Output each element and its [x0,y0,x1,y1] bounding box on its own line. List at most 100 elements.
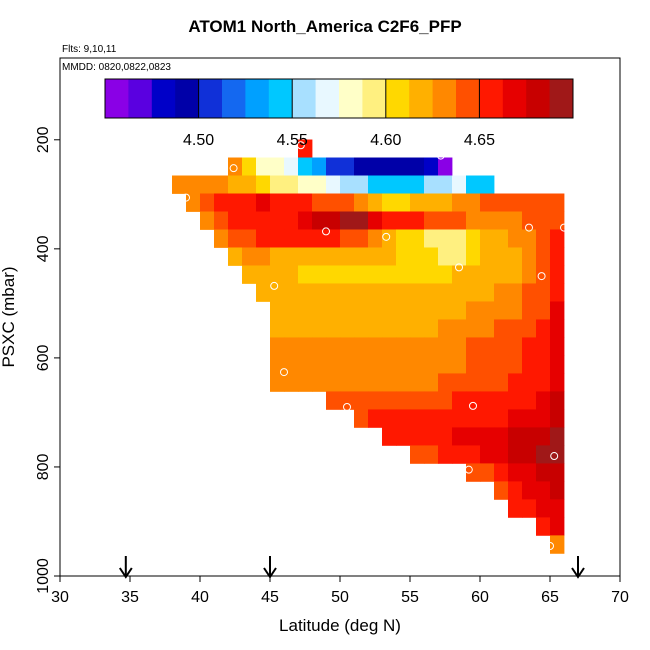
heatmap-cell [396,319,411,338]
heatmap-cell [312,211,327,230]
heatmap-cell [396,301,411,320]
heatmap-cell [536,211,551,230]
heatmap-cell [424,265,439,284]
heatmap-cell [354,319,369,338]
heatmap-cell [550,409,565,428]
heatmap-cell [396,157,411,176]
heatmap-cell [312,157,327,176]
heatmap-cell [340,355,355,374]
colorbar-swatch [549,79,574,118]
heatmap-cell [326,373,341,392]
heatmap-cell [256,265,271,284]
heatmap-cell [410,391,425,410]
heatmap-cell [326,193,341,212]
heatmap-cell [242,157,257,176]
heatmap-cell [480,229,495,248]
heatmap-cell [410,373,425,392]
heatmap-cell [452,211,467,230]
heatmap-cell [284,319,299,338]
heatmap-cell [536,229,551,248]
heatmap-cell [424,427,439,446]
heatmap-cell [382,265,397,284]
chart-title: ATOM1 North_America C2F6_PFP [188,17,462,36]
heatmap-cell [340,265,355,284]
heatmap-cell [242,229,257,248]
heatmap-cell [438,283,453,302]
heatmap-cell [214,211,229,230]
heatmap-cell [312,301,327,320]
heatmap-cell [354,391,369,410]
heatmap-cell [270,373,285,392]
heatmap-cell [354,265,369,284]
heatmap-cell [298,229,313,248]
heatmap-cell [396,175,411,194]
heatmap-cell [326,247,341,266]
heatmap-cell [494,445,509,464]
heatmap-cell [200,175,215,194]
heatmap-cell [536,301,551,320]
heatmap-cell [312,283,327,302]
colorbar-tick-label: 4.55 [277,132,308,149]
heatmap-cell [270,157,285,176]
heatmap-cell [214,193,229,212]
heatmap-cell [550,319,565,338]
heatmap-cell [466,193,481,212]
heatmap-cell [256,175,271,194]
heatmap-cell [452,301,467,320]
heatmap-cell [368,409,383,428]
heatmap-cell [172,175,187,194]
heatmap-cell [536,391,551,410]
heatmap-cell [382,211,397,230]
heatmap-cell [438,319,453,338]
heatmap-cell [242,175,257,194]
heatmap-cell [550,373,565,392]
heatmap-cell [256,247,271,266]
heatmap-cell [298,157,313,176]
heatmap-cell [270,337,285,356]
x-tick-label: 45 [261,589,279,606]
heatmap-cell [438,409,453,428]
heatmap-cell [368,337,383,356]
heatmap-cell [368,175,383,194]
heatmap-cell [368,265,383,284]
heatmap-cell [550,301,565,320]
heatmap-cell [438,355,453,374]
heatmap-cell [424,175,439,194]
heatmap-cell [494,409,509,428]
colorbar-swatch [292,79,317,118]
heatmap-cell [424,319,439,338]
heatmap-cell [438,427,453,446]
heatmap-cell [284,247,299,266]
heatmap-cell [550,427,565,446]
heatmap-cell [396,427,411,446]
sample-point [550,452,559,461]
heatmap-cell [284,301,299,320]
heatmap-cell [508,373,523,392]
heatmap-cell [494,355,509,374]
dates-label: MMDD: 0820,0822,0823 [62,62,171,73]
sample-point [182,193,190,202]
heatmap-cell [326,211,341,230]
heatmap-cell [214,175,229,194]
heatmap-cell [494,337,509,356]
sample-point [436,151,445,160]
heatmap-cell [550,337,565,356]
heatmap-cell [340,283,355,302]
heatmap-cell [410,175,425,194]
heatmap-cell [466,463,481,482]
heatmap-cell [368,157,383,176]
heatmap-cell [410,247,425,266]
heatmap-cell [522,283,537,302]
heatmap-cell [396,391,411,410]
heatmap-cell [550,229,565,248]
heatmap-cell [410,193,425,212]
heatmap-cell [284,175,299,194]
heatmap-cell [438,265,453,284]
heatmap-cell [438,157,453,176]
heatmap-cell [508,355,523,374]
colorbar-swatch [222,79,246,118]
heatmap-cell [494,193,509,212]
heatmap-cell [438,193,453,212]
